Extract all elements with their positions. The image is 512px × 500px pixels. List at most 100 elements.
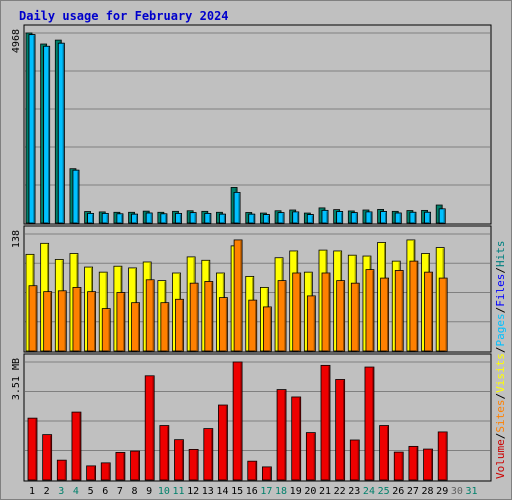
x-tick-label-day-6: 6 <box>102 486 108 497</box>
bar-sites-day-23 <box>350 282 360 352</box>
bar-pages-day-16 <box>248 213 256 224</box>
x-tick-label-day-15: 15 <box>231 486 243 497</box>
x-tick-label-day-4: 4 <box>73 486 79 497</box>
bar-pages-day-18 <box>277 212 285 224</box>
bar-pages-day-25 <box>380 211 388 224</box>
x-tick-label-day-31: 31 <box>465 486 477 497</box>
bar-sites-day-29 <box>438 277 448 352</box>
bar-pages-day-1 <box>28 34 36 224</box>
y-axis-label: 4968 <box>11 29 22 53</box>
bar-volume-day-4 <box>71 411 82 481</box>
plot-area <box>23 24 492 225</box>
bar-sites-day-24 <box>365 269 375 352</box>
legend-entry: Volume <box>494 439 507 479</box>
x-tick-label-day-7: 7 <box>117 486 123 497</box>
legend-entry: / <box>494 307 507 314</box>
bar-sites-day-18 <box>277 280 287 352</box>
bar-volume-day-2 <box>42 434 53 481</box>
x-tick-label-day-28: 28 <box>422 486 434 497</box>
bar-pages-day-11 <box>175 213 182 224</box>
x-tick-label-day-23: 23 <box>348 486 360 497</box>
x-tick-label-day-8: 8 <box>132 486 138 497</box>
bar-sites-day-12 <box>189 282 199 352</box>
bar-sites-day-20 <box>306 295 316 352</box>
bar-sites-day-3 <box>57 290 67 352</box>
bar-sites-day-15 <box>233 239 243 352</box>
bar-sites-day-21 <box>321 272 331 352</box>
bar-volume-day-3 <box>56 459 67 481</box>
bar-pages-day-26 <box>394 212 402 224</box>
bar-pages-day-6 <box>101 213 109 224</box>
bar-sites-day-6 <box>101 308 111 352</box>
x-tick-label-day-16: 16 <box>246 486 258 497</box>
bar-volume-day-8 <box>130 450 140 481</box>
bar-pages-day-24 <box>365 211 373 224</box>
x-tick-label-day-12: 12 <box>187 486 199 497</box>
bar-volume-day-25 <box>379 425 390 481</box>
bar-volume-day-21 <box>320 364 331 481</box>
bar-sites-day-9 <box>145 279 155 352</box>
x-tick-label-day-18: 18 <box>275 486 287 497</box>
bar-volume-day-26 <box>393 451 404 481</box>
x-tick-label-day-14: 14 <box>216 486 228 497</box>
bar-sites-day-26 <box>394 270 404 352</box>
bar-volume-day-16 <box>247 460 258 481</box>
bar-pages-day-13 <box>204 213 212 224</box>
bar-volume-day-27 <box>408 445 419 481</box>
bar-volume-day-6 <box>100 462 111 481</box>
bar-sites-day-16 <box>248 299 258 352</box>
legend-entry: Files <box>494 274 507 307</box>
bar-sites-day-22 <box>336 280 346 352</box>
x-tick-label-day-17: 17 <box>260 486 272 497</box>
bar-pages-day-3 <box>57 42 65 224</box>
bar-volume-day-18 <box>276 389 287 481</box>
bar-volume-day-7 <box>115 452 126 481</box>
legend-entry: Sites <box>494 400 507 433</box>
bar-pages-day-14 <box>219 213 226 224</box>
bar-pages-day-15 <box>233 192 241 224</box>
bar-sites-day-8 <box>131 302 140 352</box>
bar-pages-day-4 <box>72 169 80 224</box>
bar-volume-day-15 <box>232 361 243 481</box>
bar-volume-day-28 <box>423 448 433 481</box>
bar-sites-day-10 <box>160 302 170 352</box>
x-tick-label-day-19: 19 <box>290 486 302 497</box>
bar-volume-day-17 <box>261 466 272 481</box>
x-tick-label-day-27: 27 <box>407 486 419 497</box>
bar-sites-day-17 <box>262 306 272 352</box>
bar-sites-day-13 <box>204 281 214 352</box>
bar-pages-day-7 <box>116 213 124 224</box>
x-tick-label-day-24: 24 <box>363 486 375 497</box>
legend-entry: Pages <box>494 313 507 346</box>
bar-pages-day-20 <box>306 214 314 224</box>
bar-pages-day-21 <box>321 209 329 224</box>
legend-vertical: Volume/Sites/Visits/Pages/Files/Hits <box>494 241 507 480</box>
bar-pages-day-27 <box>409 211 417 224</box>
bar-sites-day-14 <box>219 297 228 352</box>
bar-sites-day-19 <box>292 272 302 352</box>
bar-volume-day-11 <box>174 439 184 481</box>
bar-sites-day-11 <box>175 298 184 352</box>
x-tick-label-day-29: 29 <box>436 486 448 497</box>
bar-pages-day-10 <box>160 213 168 224</box>
x-tick-label-day-5: 5 <box>88 486 94 497</box>
x-tick-label-day-20: 20 <box>304 486 316 497</box>
x-tick-label-day-13: 13 <box>202 486 214 497</box>
bar-volume-day-19 <box>291 396 302 481</box>
bar-sites-day-2 <box>43 291 53 352</box>
x-tick-label-day-22: 22 <box>334 486 346 497</box>
bar-pages-day-5 <box>87 213 94 224</box>
bar-pages-day-28 <box>424 211 431 224</box>
bar-pages-day-8 <box>131 213 138 224</box>
bar-pages-day-22 <box>336 211 344 224</box>
bar-volume-day-24 <box>364 366 375 481</box>
bar-sites-day-1 <box>28 285 38 352</box>
x-tick-label-day-1: 1 <box>29 486 35 497</box>
bar-volume-day-29 <box>437 431 448 481</box>
legend-entry: Visits <box>494 353 507 393</box>
x-tick-label-day-9: 9 <box>146 486 152 497</box>
x-tick-label-day-30: 30 <box>451 486 463 497</box>
y-axis-label: 3.51 MB <box>11 358 22 400</box>
